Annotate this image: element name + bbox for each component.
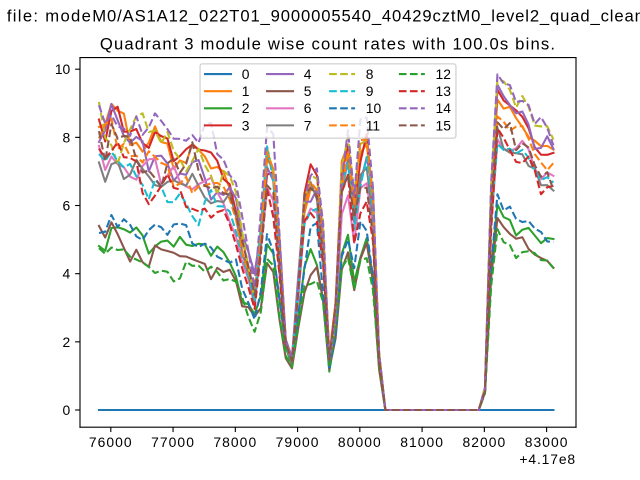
svg-text:83000: 83000 [525, 434, 569, 450]
svg-text:4: 4 [304, 66, 312, 82]
svg-text:2: 2 [63, 334, 71, 350]
svg-text:4: 4 [63, 266, 71, 282]
svg-text:78000: 78000 [213, 434, 257, 450]
svg-text:+4.17e8: +4.17e8 [519, 451, 576, 467]
svg-text:3: 3 [242, 117, 250, 133]
svg-text:6: 6 [63, 198, 71, 214]
svg-text:10: 10 [366, 100, 382, 116]
svg-text:8: 8 [366, 66, 374, 82]
svg-text:81000: 81000 [400, 434, 444, 450]
svg-text:5: 5 [304, 83, 312, 99]
svg-text:1: 1 [242, 83, 250, 99]
svg-text:Quadrant 3 module wise count r: Quadrant 3 module wise count rates with … [100, 34, 556, 53]
svg-text:77000: 77000 [151, 434, 195, 450]
svg-text:80000: 80000 [338, 434, 382, 450]
svg-text:79000: 79000 [276, 434, 320, 450]
svg-text:2: 2 [242, 100, 250, 116]
svg-text:76000: 76000 [89, 434, 133, 450]
svg-text:6: 6 [304, 100, 312, 116]
svg-text:7: 7 [304, 117, 312, 133]
svg-text:0: 0 [242, 66, 250, 82]
svg-text:11: 11 [366, 117, 381, 133]
svg-text:10: 10 [55, 61, 71, 77]
svg-text:Data file: mode: Data file: mode [0, 7, 92, 26]
svg-text:82000: 82000 [462, 434, 506, 450]
svg-text:M0/AS1A12_022T01_9000005540_40: M0/AS1A12_022T01_9000005540_40429cztM0_l… [92, 7, 640, 26]
svg-text:9: 9 [366, 83, 374, 99]
svg-text:0: 0 [63, 402, 71, 418]
svg-text:13: 13 [436, 83, 452, 99]
svg-text:8: 8 [63, 129, 71, 145]
svg-text:15: 15 [436, 117, 452, 133]
svg-text:12: 12 [436, 66, 452, 82]
svg-text:14: 14 [436, 100, 452, 116]
